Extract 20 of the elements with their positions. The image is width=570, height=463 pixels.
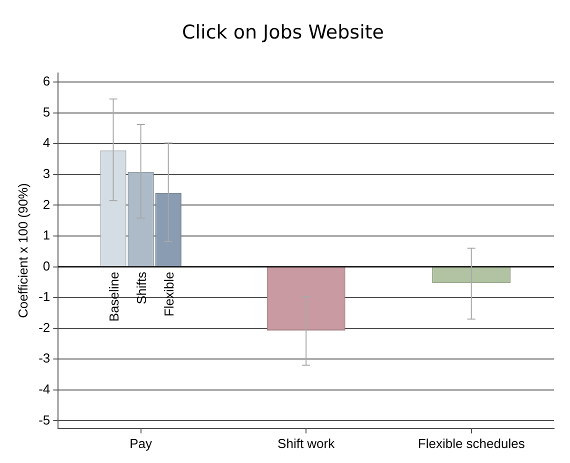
y-tick-label: 2 xyxy=(42,196,50,212)
y-tick-label: 0 xyxy=(42,258,50,274)
y-tick-label: -2 xyxy=(38,320,50,335)
text: Baseline xyxy=(106,272,122,322)
y-tick-label: -4 xyxy=(38,381,50,396)
y-axis-title: Coefficient x 100 (90%) xyxy=(15,183,30,318)
y-tick-label: 3 xyxy=(42,166,50,181)
y-tick-label: 1 xyxy=(42,228,50,243)
y-tick-label: -1 xyxy=(38,289,50,304)
y-tick-label: -5 xyxy=(38,412,50,428)
x-tick-label: Pay xyxy=(130,436,152,451)
y-tick-label: 4 xyxy=(42,135,50,150)
y-tick-label: 6 xyxy=(42,74,50,89)
x-tick-label: Flexible schedules xyxy=(418,436,526,451)
text: Shifts xyxy=(134,271,149,304)
x-tick-label: Shift work xyxy=(278,436,336,451)
text: Flexible xyxy=(161,272,176,317)
y-tick-label: 5 xyxy=(42,104,50,120)
chart-title: Click on Jobs Website xyxy=(182,21,384,44)
y-tick-label: -3 xyxy=(38,350,50,366)
